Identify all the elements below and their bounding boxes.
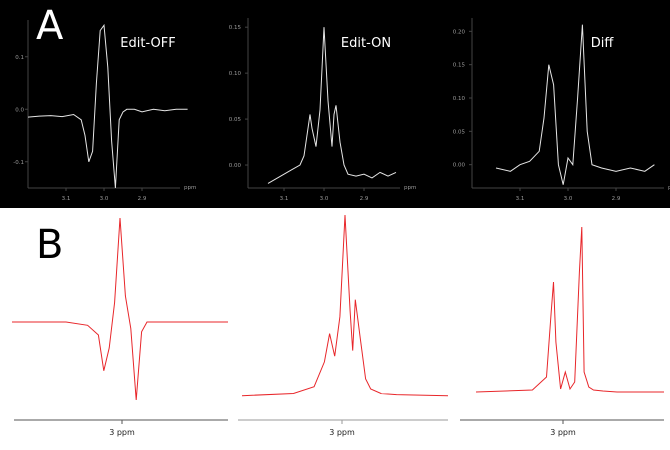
y-tick-label: 0.00 bbox=[229, 163, 242, 169]
x-axis-label: ppm bbox=[668, 185, 670, 191]
y-tick-label: -0.1 bbox=[13, 160, 24, 166]
x-tick-label: 3.1 bbox=[62, 196, 71, 202]
chart-a2: 0.00 0.05 0.10 0.15 3.1 3.0 2.9 ppm Edit-ON bbox=[229, 18, 416, 202]
chart-b3: 3 ppm bbox=[460, 226, 664, 437]
x-axis-label: ppm bbox=[184, 185, 196, 191]
x-tick-label: 3.0 bbox=[320, 196, 329, 202]
x-tick-label: 2.9 bbox=[138, 196, 147, 202]
chart-a3: 0.00 0.05 0.10 0.15 0.20 3.1 3.0 2.9 ppm Diff bbox=[453, 18, 670, 202]
x-tick-label: 2.9 bbox=[360, 196, 369, 202]
chart-title: Edit-ON bbox=[341, 36, 391, 51]
panel-label-a: A bbox=[36, 3, 64, 49]
series-line bbox=[12, 217, 228, 401]
x-axis-label: ppm bbox=[404, 185, 416, 191]
panel-label-b: B bbox=[36, 222, 64, 268]
x-tick-label: 2.9 bbox=[612, 196, 621, 202]
x-tick-label: 3 ppm bbox=[109, 428, 135, 437]
chart-b1: 3 ppm bbox=[12, 217, 228, 437]
series-line bbox=[241, 214, 449, 397]
y-tick-label: 0.05 bbox=[229, 117, 242, 123]
series-line bbox=[27, 23, 188, 189]
x-tick-label: 3.0 bbox=[100, 196, 109, 202]
chart-title: Diff bbox=[591, 36, 615, 51]
y-tick-label: 0.15 bbox=[453, 63, 466, 69]
x-tick-label: 3.1 bbox=[280, 196, 289, 202]
x-tick-label: 3.0 bbox=[564, 196, 573, 202]
y-tick-label: 0.10 bbox=[453, 96, 466, 102]
chart-b2: 3 ppm bbox=[238, 214, 449, 437]
x-tick-label: 3 ppm bbox=[329, 428, 355, 437]
y-tick-label: 0.10 bbox=[229, 71, 242, 77]
y-tick-label: 0.00 bbox=[453, 163, 466, 169]
y-tick-label: 0.0 bbox=[15, 107, 24, 113]
y-tick-label: 0.15 bbox=[229, 25, 242, 31]
x-tick-label: 3 ppm bbox=[550, 428, 576, 437]
panel-a bbox=[0, 0, 670, 208]
series-line bbox=[495, 24, 655, 185]
chart-title: Edit-OFF bbox=[120, 36, 175, 51]
series-line bbox=[475, 226, 664, 393]
y-tick-label: 0.20 bbox=[453, 29, 466, 35]
y-tick-label: 0.05 bbox=[453, 129, 466, 135]
chart-a1: -0.1 0.0 0.1 3.1 3.0 2.9 ppm Edit-OFF bbox=[13, 20, 196, 202]
y-tick-label: 0.1 bbox=[15, 55, 24, 61]
x-tick-label: 3.1 bbox=[516, 196, 525, 202]
series-line bbox=[267, 27, 397, 184]
